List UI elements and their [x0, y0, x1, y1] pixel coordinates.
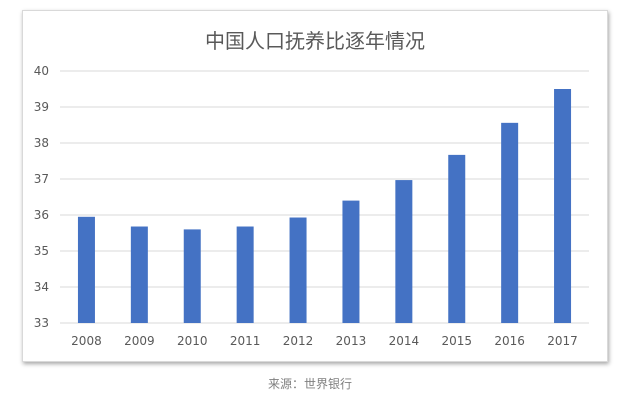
- y-tick-label: 40: [34, 64, 49, 78]
- x-tick-label: 2008: [71, 334, 102, 348]
- y-tick-label: 33: [34, 316, 49, 330]
- bar: [289, 217, 307, 323]
- y-tick-label: 39: [34, 100, 49, 114]
- bar: [183, 229, 201, 323]
- x-tick-label: 2014: [389, 334, 420, 348]
- x-tick-label: 2011: [230, 334, 261, 348]
- x-tick-label: 2013: [336, 334, 367, 348]
- bar: [501, 122, 519, 323]
- chart-frame: 中国人口抚养比逐年情况 33 34 35 36 37 38 39 40 2008 2009 2010…: [22, 10, 608, 362]
- bar: [77, 216, 95, 323]
- chart-title: 中国人口抚养比逐年情况: [205, 29, 425, 53]
- bar: [554, 89, 572, 323]
- y-tick-label: 38: [34, 136, 49, 150]
- bar: [342, 200, 360, 323]
- bar: [130, 226, 148, 323]
- x-tick-label: 2012: [283, 334, 314, 348]
- x-tick-label: 2009: [124, 334, 155, 348]
- bar: [395, 180, 413, 323]
- bar: [448, 154, 466, 323]
- y-tick-label: 35: [34, 244, 49, 258]
- y-tick-label: 36: [34, 208, 49, 222]
- source-note: 来源：世界银行: [267, 377, 352, 391]
- x-tick-label: 2017: [547, 334, 578, 348]
- bar-chart: 33 34 35 36 37 38 39 40 2008 2009 2010 2011 2012 2013…: [34, 64, 589, 348]
- x-tick-label: 2016: [494, 334, 525, 348]
- bar: [236, 226, 254, 323]
- y-tick-label: 34: [34, 280, 49, 294]
- x-tick-label: 2015: [441, 334, 472, 348]
- y-tick-label: 37: [34, 172, 49, 186]
- x-tick-label: 2010: [177, 334, 208, 348]
